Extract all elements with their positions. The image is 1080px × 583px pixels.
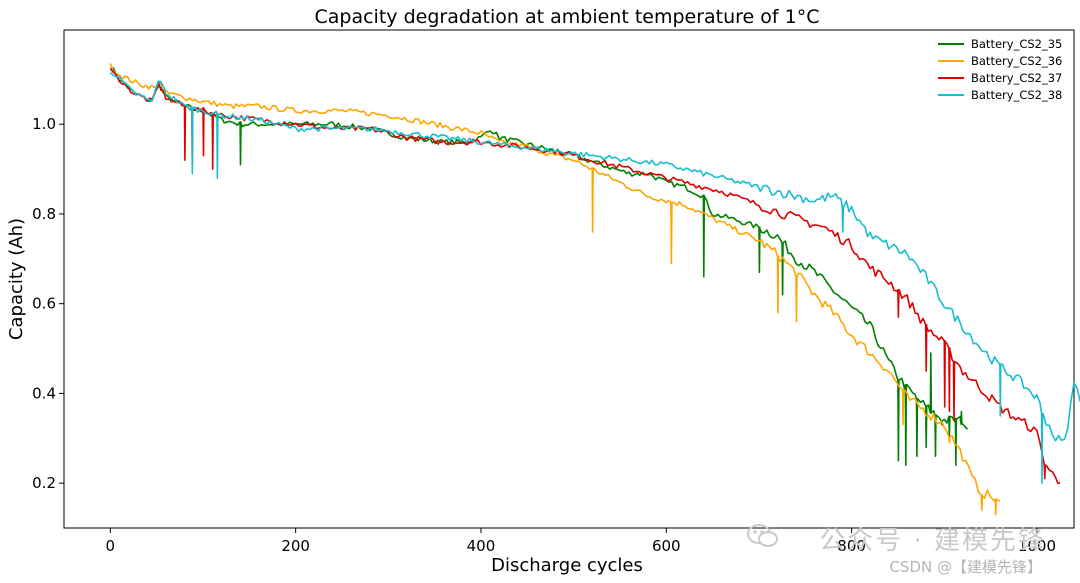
y-axis-label: Capacity (Ah): [6, 218, 27, 340]
legend-item: Battery_CS2_36: [938, 54, 1062, 68]
y-tick-label: 0.8: [32, 205, 56, 223]
series-line-battery-cs2-36: [109, 63, 1001, 516]
legend-label: Battery_CS2_38: [971, 88, 1062, 102]
x-tick-label: 1000: [1018, 537, 1056, 555]
series-line-battery-cs2-35: [110, 67, 968, 466]
wechat-icon: [747, 524, 778, 547]
legend-label: Battery_CS2_36: [971, 54, 1062, 68]
x-tick-label: 200: [281, 537, 310, 555]
legend: Battery_CS2_35 Battery_CS2_36 Battery_CS2_…: [938, 37, 1062, 102]
legend-item: Battery_CS2_35: [938, 37, 1062, 51]
x-tick-label: 0: [106, 537, 116, 555]
watermark-wechat-account: 公众号 · 建模先锋: [819, 526, 1046, 556]
series-layer: [109, 63, 1080, 516]
x-tick-label: 600: [652, 537, 681, 555]
x-tick-label: 400: [467, 537, 496, 555]
series-line-battery-cs2-38: [109, 72, 1080, 484]
legend-item: Battery_CS2_38: [938, 88, 1062, 102]
legend-label: Battery_CS2_35: [971, 37, 1062, 51]
y-tick-label: 0.6: [32, 295, 56, 313]
plot-area: [63, 29, 1075, 529]
axis-layer: 0 200 400 600 800 1000 0.2 0.4 0.6 0.8 1.0: [32, 115, 1056, 555]
legend-item: Battery_CS2_37: [938, 71, 1062, 85]
x-tick-label: 800: [837, 537, 866, 555]
chart-title: Capacity degradation at ambient temperat…: [315, 6, 820, 28]
x-axis-label: Discharge cycles: [491, 555, 643, 576]
watermark-csdn: CSDN @【建模先锋】: [889, 558, 1042, 576]
y-tick-label: 1.0: [32, 115, 56, 133]
legend-label: Battery_CS2_37: [971, 71, 1062, 85]
y-tick-label: 0.2: [32, 474, 56, 492]
y-tick-label: 0.4: [32, 384, 56, 402]
